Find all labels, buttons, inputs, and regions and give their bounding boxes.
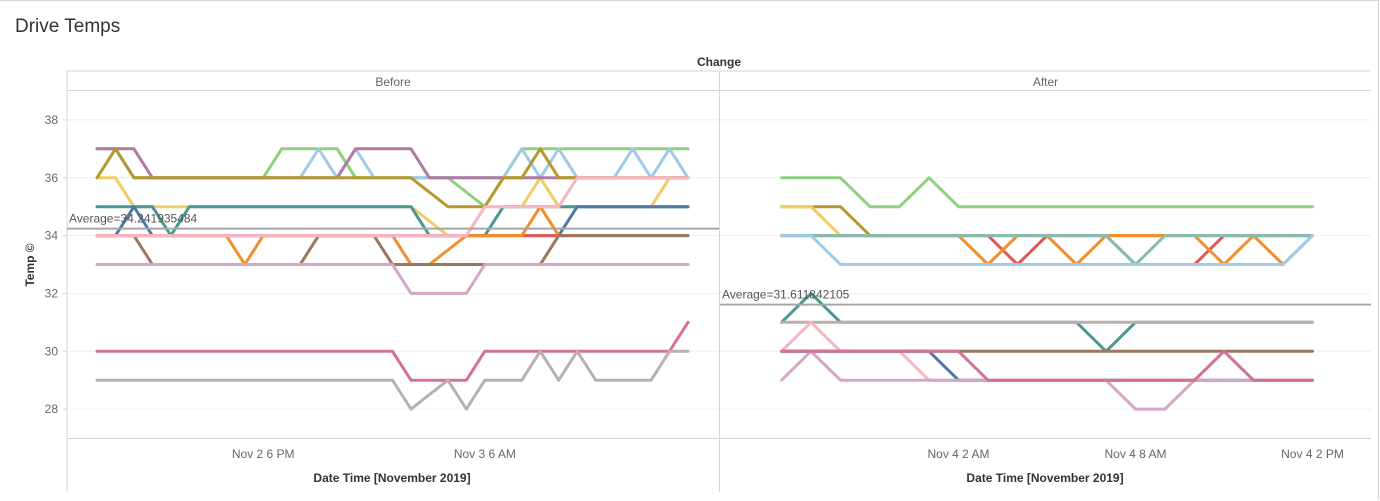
- series-line-before-14: [95, 349, 690, 411]
- x-tick-label: Nov 4 2 PM: [1281, 447, 1344, 461]
- series-line-after-3: [780, 205, 1314, 238]
- series-line-after-12: [780, 349, 1314, 382]
- panel-header-before: Before: [375, 75, 411, 89]
- column-header: Change: [697, 55, 741, 69]
- series-line-before-12: [95, 263, 690, 295]
- series-line-after-1: [780, 176, 1314, 209]
- series-line-before-4: [95, 147, 690, 180]
- series-line-after-4: [780, 234, 1314, 266]
- page-title: Drive Temps: [15, 16, 121, 37]
- series-line-after-2: [780, 205, 1314, 238]
- series-line-before-10: [95, 234, 690, 266]
- series-line-after-14: [780, 349, 1314, 382]
- average-label-after: Average=31.611842105: [722, 288, 850, 302]
- x-tick-label: Nov 4 8 AM: [1104, 447, 1166, 461]
- y-axis-label: Temp ©: [23, 243, 37, 286]
- x-axis-label-before: Date Time [November 2019]: [313, 471, 470, 485]
- x-axis-label-after: Date Time [November 2019]: [966, 471, 1123, 485]
- average-label-before: Average=34.241935484: [69, 212, 198, 226]
- y-tick-label: 36: [45, 171, 59, 185]
- y-tick-label: 34: [45, 229, 59, 243]
- x-tick-label: Nov 2 6 PM: [232, 447, 295, 461]
- y-tick-label: 32: [45, 286, 59, 300]
- series-line-after-7: [780, 234, 1314, 266]
- series-line-before-13: [95, 320, 690, 382]
- x-tick-label: Nov 3 6 AM: [454, 447, 516, 461]
- y-tick-label: 28: [45, 402, 59, 416]
- series-line-after-6: [780, 234, 1314, 266]
- series-line-before-3: [95, 147, 690, 180]
- series-line-before-11: [95, 176, 690, 238]
- panel-header-after: After: [1033, 75, 1058, 89]
- series-line-after-5: [780, 234, 1314, 266]
- x-tick-label: Nov 4 2 AM: [927, 447, 989, 461]
- y-tick-label: 38: [45, 113, 59, 127]
- y-tick-label: 30: [45, 344, 59, 358]
